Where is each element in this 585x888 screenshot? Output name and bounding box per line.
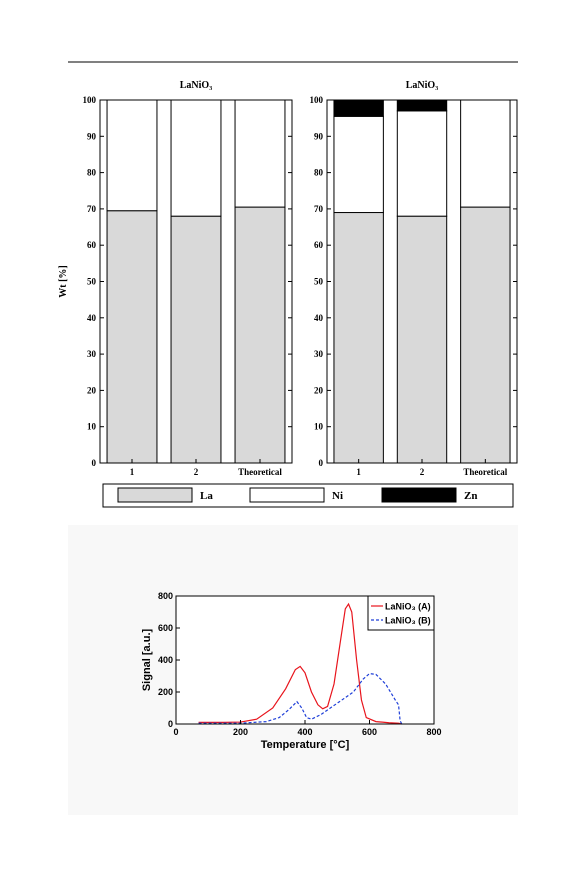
legend-label: La — [200, 490, 213, 502]
y-tick-label: 30 — [314, 349, 324, 359]
y-tick-label: 10 — [87, 422, 97, 432]
chart-title: LaNiO₃ — [406, 80, 438, 91]
y-tick-label: 60 — [314, 240, 324, 250]
bar-segment — [396, 110, 448, 217]
y-tick-label: 60 — [87, 240, 97, 250]
y-tick-label: 600 — [158, 623, 173, 633]
legend-label: LaNiO₃ (A) — [385, 602, 431, 612]
x-tick-label: 2 — [420, 467, 425, 477]
y-tick-label: 0 — [319, 458, 324, 468]
legend-swatch — [249, 487, 325, 503]
x-tick-label: 2 — [194, 467, 199, 477]
bar-segment — [170, 99, 222, 217]
legend-label: Ni — [332, 490, 343, 502]
y-tick-label: 80 — [87, 168, 97, 178]
bar-segment — [106, 99, 158, 212]
x-tick-label: Theoretical — [238, 467, 282, 477]
y-axis-label: Signal [a.u.] — [141, 628, 153, 691]
y-tick-label: 100 — [83, 95, 97, 105]
y-tick-label: 40 — [314, 313, 324, 323]
y-tick-label: 80 — [314, 168, 324, 178]
x-tick-label: 200 — [233, 727, 248, 737]
bar-segment — [234, 206, 286, 464]
bar-segment — [396, 215, 448, 464]
bar-segment — [333, 115, 384, 214]
bar-segment — [106, 210, 158, 464]
y-tick-label: 50 — [314, 277, 324, 287]
y-axis-label: Wt [%] — [58, 265, 69, 298]
bar-segment — [234, 99, 286, 208]
bar-segment — [333, 99, 384, 117]
y-tick-label: 10 — [314, 422, 324, 432]
bar-segment — [460, 206, 511, 464]
bar-segment — [396, 99, 448, 112]
y-tick-label: 200 — [158, 687, 173, 697]
y-tick-label: 0 — [168, 719, 173, 729]
y-tick-label: 70 — [314, 204, 324, 214]
legend-box — [367, 595, 435, 631]
y-tick-label: 50 — [87, 277, 97, 287]
y-tick-label: 400 — [158, 655, 173, 665]
series-line — [198, 602, 402, 725]
chart-title: LaNiO₃ — [180, 80, 212, 91]
bar-segment — [333, 212, 384, 464]
y-tick-label: 20 — [314, 385, 324, 395]
plot-frame — [99, 99, 293, 464]
y-tick-label: 90 — [314, 131, 324, 141]
x-tick-label: Theoretical — [463, 467, 507, 477]
y-tick-label: 40 — [87, 313, 97, 323]
x-tick-label: 0 — [173, 727, 178, 737]
y-tick-label: 0 — [92, 458, 97, 468]
plot-frame — [175, 595, 435, 725]
y-tick-label: 20 — [87, 385, 97, 395]
x-tick-label: 800 — [426, 727, 441, 737]
x-tick-label: 400 — [297, 727, 312, 737]
y-tick-label: 90 — [87, 131, 97, 141]
x-axis-label: Temperature [°C] — [261, 739, 350, 751]
bar-segment — [460, 99, 511, 208]
y-tick-label: 30 — [87, 349, 97, 359]
bar-segment — [170, 215, 222, 464]
legend-swatch — [381, 487, 457, 503]
legend-swatch — [117, 487, 193, 503]
x-tick-label: 1 — [130, 467, 135, 477]
x-tick-label: 1 — [356, 467, 361, 477]
y-tick-label: 70 — [87, 204, 97, 214]
y-tick-label: 800 — [158, 591, 173, 601]
y-tick-label: 100 — [310, 95, 324, 105]
x-tick-label: 600 — [362, 727, 377, 737]
legend-label: LaNiO₃ (B) — [385, 616, 431, 626]
plot-frame — [326, 99, 518, 464]
legend-label: Zn — [464, 490, 477, 502]
